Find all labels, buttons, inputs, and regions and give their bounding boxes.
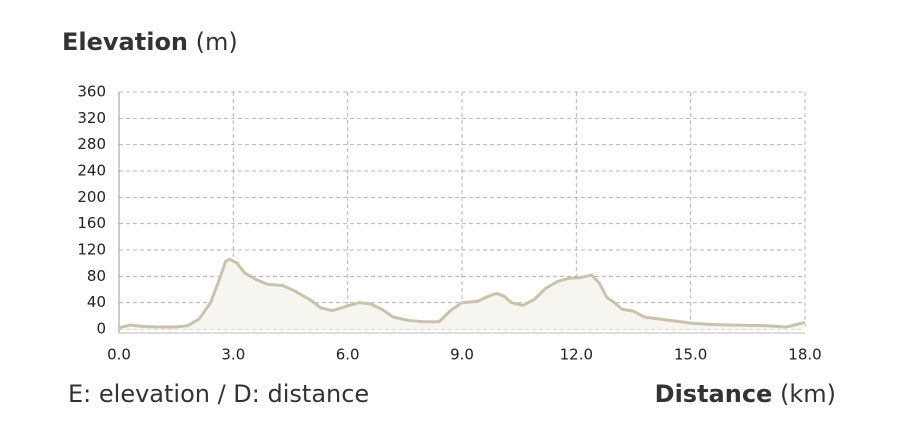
y-tick-label: 120: [77, 241, 106, 259]
x-tick-label: 3.0: [221, 346, 245, 364]
note: E: elevation / D: distance: [68, 380, 369, 408]
elevation-line: [118, 257, 806, 330]
y-tick-label: 0: [96, 320, 106, 338]
y-tick-label: 200: [77, 188, 106, 206]
x-tick-label: 0.0: [107, 346, 131, 364]
x-tick-label: 12.0: [560, 346, 593, 364]
y-tick-label: 40: [87, 293, 106, 311]
y-unit: (m): [196, 28, 238, 56]
y-axis-title: Elevation (m): [62, 28, 238, 56]
x-tick-label: 18.0: [788, 346, 821, 364]
x-unit: (km): [780, 380, 836, 408]
x-tick-label: 15.0: [674, 346, 707, 364]
x-tick-label: 9.0: [450, 346, 474, 364]
x-tick-label: 6.0: [336, 346, 360, 364]
y-tick-label: 80: [87, 267, 106, 285]
x-axis-title: Distance (km): [655, 380, 836, 408]
x-label: Distance: [655, 380, 773, 408]
y-tick-label: 360: [77, 83, 106, 101]
y-tick-label: 320: [77, 109, 106, 127]
y-label: Elevation: [62, 28, 188, 56]
y-tick-label: 240: [77, 162, 106, 180]
y-tick-label: 280: [77, 135, 106, 153]
y-tick-label: 160: [77, 214, 106, 232]
